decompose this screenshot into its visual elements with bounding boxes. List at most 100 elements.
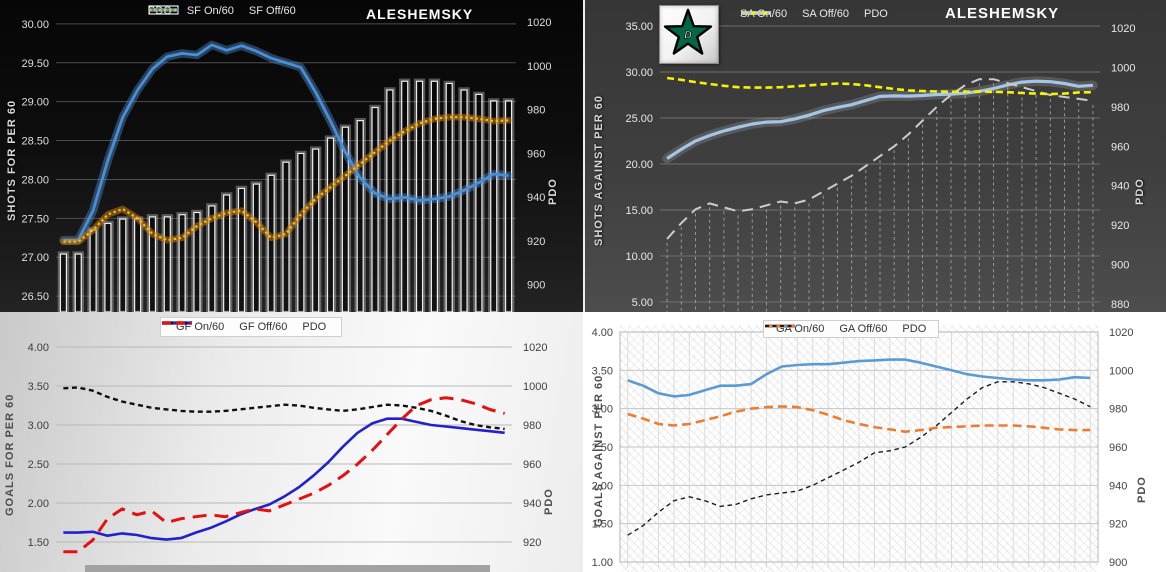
dallas-stars-star-icon: D — [663, 8, 713, 55]
left-tick-label: 28.00 — [21, 174, 49, 186]
svg-text:D: D — [684, 29, 692, 41]
legend-item: PDO — [741, 8, 888, 20]
right-tick-label: 980 — [527, 105, 545, 117]
right-tick-label: 960 — [527, 148, 545, 160]
left-tick-label: 25.00 — [625, 113, 653, 125]
panel-shots-for: 30.00 29.50 29.00 28.50 28.00 27.50 27.00 26.50… — [0, 0, 583, 312]
left-tick-label: 3.50 — [28, 381, 49, 393]
series-pdo — [63, 396, 506, 554]
legend-label: PDO — [302, 321, 327, 333]
legend: GA On/60 GA Off/60 PDO — [763, 320, 940, 338]
legend-item: GF Off/60 — [162, 321, 288, 333]
legend-label: SF On/60 — [186, 5, 234, 17]
series-ga-off-60 — [627, 405, 1091, 433]
left-axis-title: SHOTS AGAINST PER 60 — [593, 94, 605, 246]
legend-item: SA Off/60 — [741, 8, 849, 20]
shots-against-chart: 35.00 30.00 25.00 20.00 15.00 10.00 5.00 1020 10… — [625, 21, 1135, 312]
right-tick-label: 940 — [523, 498, 541, 510]
right-tick-label: 960 — [1111, 141, 1129, 153]
right-tick-label: 1020 — [1111, 23, 1135, 35]
left-tick-label: 27.50 — [21, 213, 49, 225]
left-axis-title: GOALS FOR PER 60 — [4, 393, 16, 517]
right-tick-label: 1020 — [527, 17, 551, 29]
legend-label: PDO — [902, 323, 927, 335]
left-tick-label: 15.00 — [625, 205, 653, 217]
left-tick-label: 4.00 — [28, 342, 49, 354]
right-tick-label: 960 — [523, 459, 541, 471]
panel-goals-for: 4.00 3.50 3.00 2.50 2.00 1.50 1020 1000 980 960 94… — [0, 312, 583, 572]
right-tick-label: 980 — [1109, 404, 1127, 416]
right-tick-label: 880 — [1111, 299, 1129, 311]
series-sf-off-60 — [60, 113, 512, 245]
gridlines — [660, 25, 1100, 303]
left-tick-label: 4.00 — [592, 327, 613, 339]
right-tick-label: 1000 — [523, 381, 547, 393]
right-tick-label: 900 — [527, 280, 545, 292]
legend-label: GA Off/60 — [839, 323, 888, 335]
gridlines — [620, 331, 1098, 568]
left-tick-label: 29.50 — [21, 58, 49, 70]
goals-against-chart: 4.00 3.50 3.00 2.50 2.00 1.50 1.00 1020 1000 980 9… — [592, 327, 1134, 569]
left-tick-label: 2.50 — [592, 442, 613, 454]
left-tick-label: 28.50 — [21, 136, 49, 148]
right-tick-label: 980 — [1111, 102, 1129, 114]
pdo-swatch — [162, 321, 192, 325]
legend-item: PDO — [162, 321, 327, 333]
series-pdo — [57, 78, 515, 312]
panel-shots-against: 35.00 30.00 25.00 20.00 15.00 10.00 5.00 1020 10… — [583, 0, 1166, 312]
legend-item: PDO — [765, 323, 927, 335]
left-tick-label: 5.00 — [632, 297, 653, 309]
right-tick-label: 1000 — [1111, 62, 1135, 74]
legend: GF On/60 GF Off/60 PDO — [160, 317, 343, 337]
right-tick-label: 960 — [1109, 442, 1127, 454]
left-tick-label: 3.00 — [28, 420, 49, 432]
right-tick-label: 1000 — [527, 61, 551, 73]
legend-label: GF Off/60 — [239, 321, 288, 333]
right-tick-label: 900 — [1111, 260, 1129, 272]
right-tick-label: 1020 — [1109, 327, 1133, 339]
left-axis-title: SHOTS FOR PER 60 — [6, 99, 18, 221]
goals-for-chart: 4.00 3.50 3.00 2.50 2.00 1.50 1020 1000 980 960 94… — [28, 342, 547, 554]
right-axis-title: PDO — [543, 488, 555, 516]
left-tick-label: 30.00 — [625, 67, 653, 79]
left-tick-label: 10.00 — [625, 251, 653, 263]
right-axis-title: PDO — [1136, 476, 1148, 504]
legend-item: SF On/60 — [149, 5, 234, 17]
series-pdo — [627, 381, 1091, 536]
x-axis-strip — [85, 565, 490, 572]
legend-label: SA Off/60 — [802, 8, 849, 20]
left-tick-label: 2.00 — [592, 480, 613, 492]
dallas-stars-logo: D — [659, 5, 719, 64]
left-tick-label: 3.00 — [592, 404, 613, 416]
right-tick-label: 940 — [1111, 181, 1129, 193]
right-axis-title: PDO — [1134, 178, 1146, 206]
left-tick-label: 27.00 — [21, 252, 49, 264]
left-tick-label: 3.50 — [592, 365, 613, 377]
left-tick-label: 29.00 — [21, 97, 49, 109]
right-tick-label: 1000 — [1109, 365, 1133, 377]
series-sf-on-60 — [59, 40, 513, 245]
right-tick-label: 920 — [523, 537, 541, 549]
left-tick-label: 1.00 — [592, 557, 613, 569]
legend-item: SF Off/60 — [149, 5, 296, 17]
left-tick-label: 2.00 — [28, 498, 49, 510]
chart-title: ALESHEMSKY — [945, 5, 1060, 22]
left-tick-label: 20.00 — [625, 159, 653, 171]
right-tick-label: 980 — [523, 420, 541, 432]
right-tick-label: 900 — [1109, 557, 1127, 569]
left-tick-label: 1.50 — [592, 519, 613, 531]
left-tick-label: 26.50 — [21, 291, 49, 303]
right-tick-label: 940 — [1109, 480, 1127, 492]
gridlines — [56, 346, 512, 543]
panel-goals-against: 4.00 3.50 3.00 2.50 2.00 1.50 1.00 1020 1000 980 9… — [583, 312, 1166, 572]
right-tick-label: 920 — [1109, 519, 1127, 531]
legend-item: GA Off/60 — [765, 323, 888, 335]
series-pdo — [666, 78, 1094, 312]
shots-for-chart: 30.00 29.50 29.00 28.50 28.00 27.50 27.00 26.50… — [21, 17, 551, 312]
sf-off-60-swatch — [149, 8, 179, 12]
left-axis-title: GOALS AGAINST PER 60 — [593, 374, 605, 528]
right-tick-label: 920 — [1111, 220, 1129, 232]
chart-title: ALESHEMSKY — [366, 6, 474, 22]
right-tick-label: 920 — [527, 236, 545, 248]
